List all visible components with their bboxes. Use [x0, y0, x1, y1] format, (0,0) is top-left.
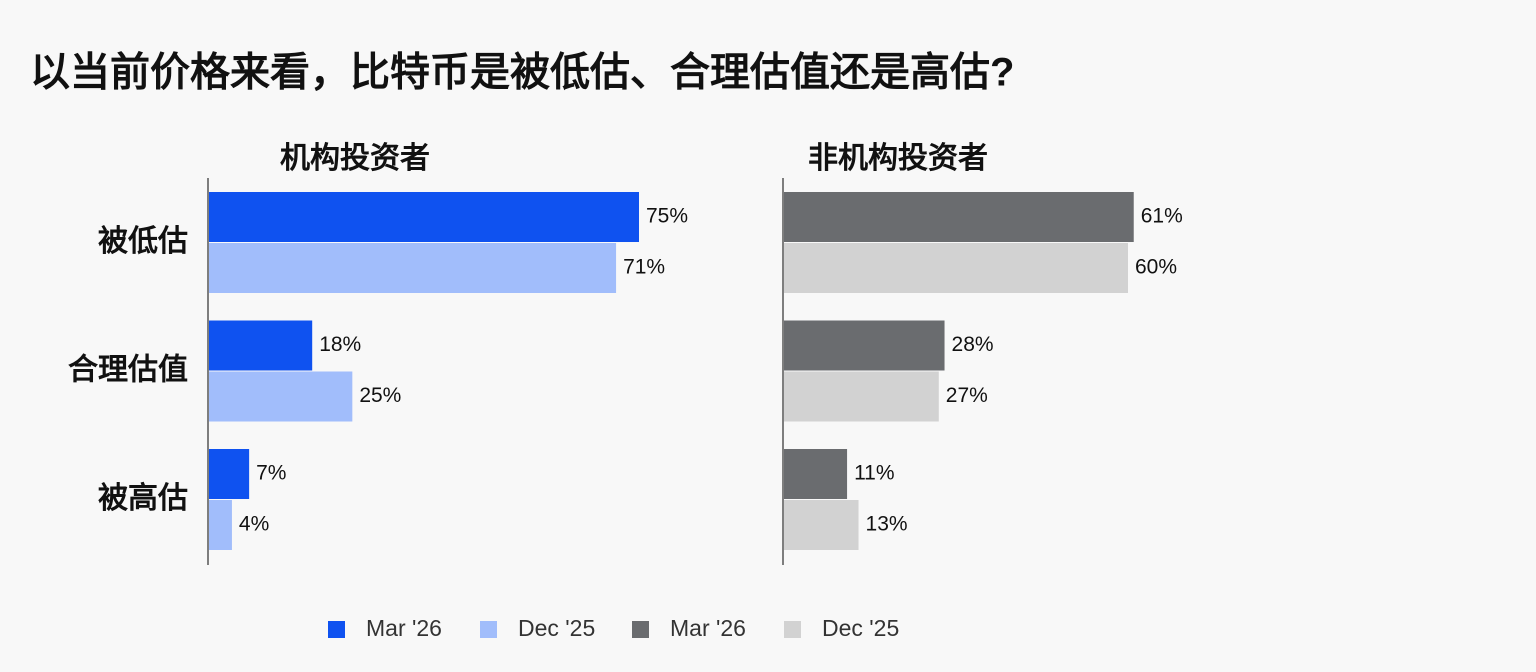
- value-label: 71%: [623, 256, 665, 279]
- bar: [209, 449, 250, 499]
- bar: [209, 320, 313, 371]
- value-label: 18%: [319, 333, 361, 356]
- bar: [209, 243, 617, 293]
- value-label: 28%: [952, 333, 994, 356]
- value-label: 11%: [854, 462, 894, 485]
- legend-swatch: [480, 621, 497, 638]
- bar: [784, 449, 848, 499]
- bar: [784, 500, 859, 550]
- category-label: 合理估值: [68, 352, 188, 386]
- legend-label: Dec '25: [822, 615, 899, 641]
- legend-label: Mar '26: [366, 615, 442, 641]
- chart-title: 以当前价格来看，比特币是被低估、合理估值还是高估?: [30, 51, 1014, 95]
- value-label: 75%: [646, 205, 688, 228]
- bar: [209, 192, 639, 242]
- panel-title: 机构投资者: [280, 142, 430, 175]
- legend-swatch: [328, 621, 345, 638]
- value-label: 4%: [239, 513, 269, 536]
- legend-swatch: [632, 621, 649, 638]
- bar: [784, 243, 1128, 293]
- bar: [784, 320, 945, 371]
- legend-label: Dec '25: [518, 615, 595, 641]
- value-label: 7%: [256, 462, 286, 485]
- category-label: 被高估: [98, 482, 188, 515]
- bar: [784, 192, 1134, 242]
- value-label: 25%: [359, 384, 401, 407]
- legend-label: Mar '26: [670, 615, 746, 641]
- bar: [209, 371, 353, 422]
- value-label: 60%: [1135, 256, 1177, 279]
- bar: [209, 500, 232, 550]
- legend-swatch: [784, 621, 801, 638]
- value-label: 13%: [866, 513, 908, 536]
- value-label: 27%: [946, 384, 988, 407]
- value-label: 61%: [1141, 205, 1183, 228]
- panel-title: 非机构投资者: [808, 142, 988, 175]
- category-label: 被低估: [98, 225, 188, 258]
- bar: [784, 371, 939, 422]
